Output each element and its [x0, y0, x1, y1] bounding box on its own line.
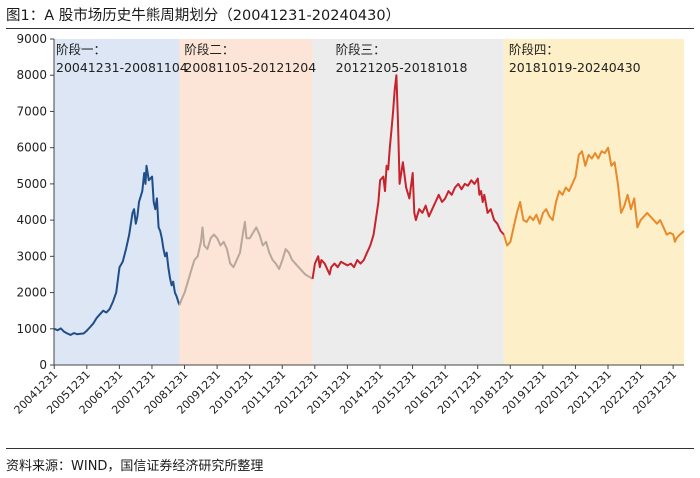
top-rule [6, 28, 694, 29]
y-tick-label: 2000 [16, 286, 47, 300]
series-line-phase-2 [178, 220, 314, 306]
y-tick-label: 0 [39, 358, 47, 372]
phase-label-1-name: 阶段一： [56, 42, 106, 57]
y-tick-label: 1000 [16, 322, 47, 336]
phase-label-3-range: 20121205-20181018 [336, 60, 468, 75]
phase-label-1-range: 20041231-20081104 [56, 60, 188, 75]
series-lines [53, 74, 685, 336]
y-tick-label: 5000 [16, 177, 47, 191]
source-note: 资料来源：WIND，国信证券经济研究所整理 [6, 459, 264, 474]
y-tick-label: 8000 [16, 68, 47, 82]
series-line-phase-3 [311, 74, 505, 279]
phase-label-3-name: 阶段三： [336, 42, 386, 57]
phase-label-2-range: 20081105-20121204 [184, 60, 316, 75]
series-line-phase-1 [53, 164, 181, 336]
series-line-phase-4 [502, 146, 685, 247]
y-tick-label: 9000 [16, 32, 47, 46]
figure-title: 图1：A 股市场历史牛熊周期划分（20041231-20240430） [6, 8, 401, 24]
phase-band-1 [54, 39, 180, 365]
phase-label-2-name: 阶段二： [184, 42, 234, 57]
phase-band-3 [312, 39, 504, 365]
phase-label-4-range: 20181019-20240430 [509, 60, 641, 75]
y-tick-label: 3000 [16, 249, 47, 263]
y-tick-label: 6000 [16, 141, 47, 155]
line-chart: 0 1000 2000 3000 4000 5000 6000 7000 8000 9000 200… [12, 32, 685, 417]
phase-label-4-name: 阶段四： [509, 42, 559, 57]
y-tick-label: 7000 [16, 104, 47, 118]
bottom-rule [6, 448, 694, 449]
phase-bands [54, 39, 684, 365]
phase-band-2 [179, 39, 313, 365]
phase-band-4 [503, 39, 684, 365]
phase-labels: 阶段一： 20041231-20081104 阶段二： 20081105-201212… [56, 42, 641, 75]
y-tick-label: 4000 [16, 213, 47, 227]
